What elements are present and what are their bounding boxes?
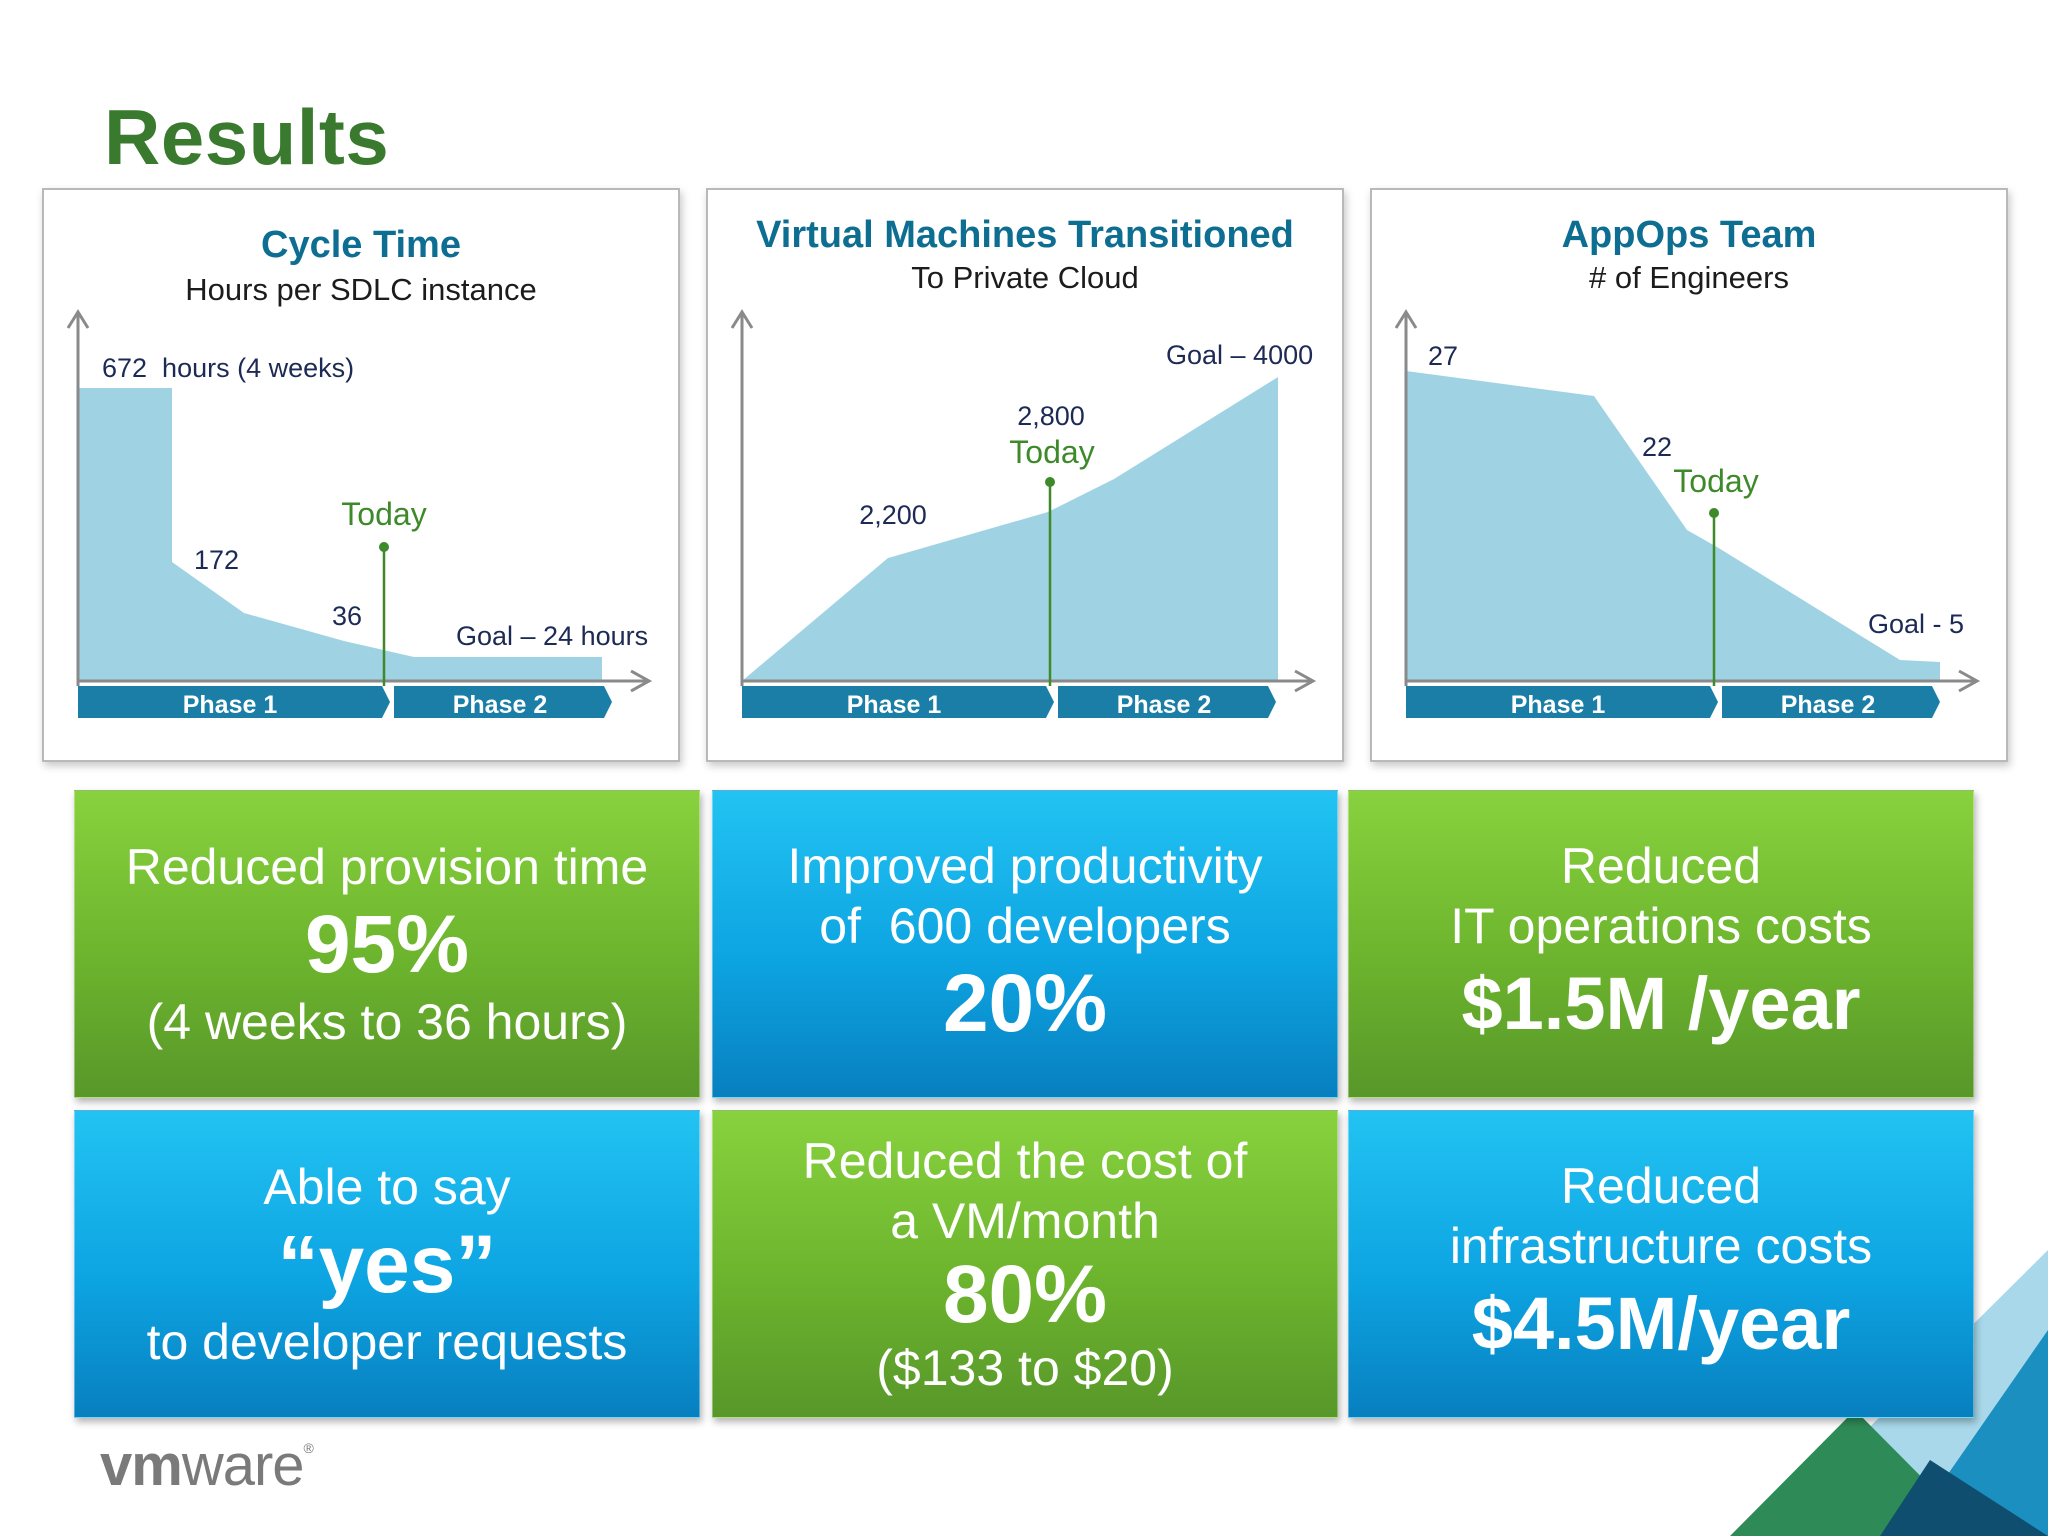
chart-panel-cycle-time: Cycle Time Hours per SDLC instance Phase… (42, 188, 680, 762)
tile-text: Reduced (1560, 838, 1762, 894)
chart-subtitle: To Private Cloud (911, 260, 1139, 295)
data-label-172: 172 (194, 545, 239, 575)
y-axis-arrow (730, 309, 754, 329)
data-label-27: 27 (1428, 341, 1458, 371)
result-tile-provision-time: Reduced provision time 95% (4 weeks to 3… (74, 790, 700, 1098)
tile-text: IT operations costs (1450, 898, 1872, 954)
data-area (742, 377, 1278, 681)
chart-title: Cycle Time (261, 224, 461, 266)
goal-label: Goal – 4000 (1166, 340, 1313, 370)
tile-text: a VM/month (890, 1193, 1160, 1249)
phase-2-label: Phase 2 (453, 691, 548, 719)
tile-big-number: $1.5M /year (1461, 962, 1861, 1045)
data-label-36: 36 (332, 601, 362, 631)
result-tile-say-yes: Able to say “yes” to developer requests (74, 1110, 700, 1418)
data-label-672: 672 hours (4 weeks) (102, 353, 354, 383)
phase-1-label: Phase 1 (183, 691, 278, 719)
tile-big-number: $4.5M/year (1471, 1282, 1851, 1365)
goal-label: Goal – 24 hours (456, 621, 648, 651)
tile-text: Able to say (263, 1159, 511, 1215)
goal-label: Goal - 5 (1868, 609, 1964, 639)
phase-2-label: Phase 2 (1781, 691, 1876, 719)
today-label: Today (1673, 463, 1758, 499)
phase-1-label: Phase 1 (847, 691, 942, 719)
chart-panel-appops-team: AppOps Team # of Engineers Phase 1 Phase… (1370, 188, 2008, 762)
data-area (1406, 371, 1940, 681)
today-marker-dot (1045, 477, 1055, 487)
chart-title: Virtual Machines Transitioned (756, 214, 1294, 256)
data-area (78, 388, 602, 681)
phase-2-bar (394, 686, 612, 718)
tile-text: to developer requests (146, 1314, 628, 1370)
today-label: Today (341, 496, 426, 532)
result-tile-infrastructure: Reduced infrastructure costs $4.5M/year (1348, 1110, 1974, 1418)
tile-text: Reduced (1560, 1158, 1762, 1214)
logo-registered-mark: ® (303, 1440, 314, 1456)
tile-big-number: 95% (304, 899, 470, 990)
tile-text: (4 weeks to 36 hours) (146, 994, 628, 1050)
chart-svg-cycle-time: Phase 1 Phase 2 Today 672 hours (4 weeks… (66, 309, 653, 719)
x-axis-arrow (1958, 669, 1981, 693)
phase-1-label: Phase 1 (1511, 691, 1606, 719)
decor-triangle-dark (1880, 1460, 2048, 1536)
tile-text: infrastructure costs (1449, 1218, 1873, 1274)
result-tile-productivity: Improved productivity of 600 developers … (712, 790, 1338, 1098)
today-marker-dot (1709, 508, 1719, 518)
x-axis-arrow (1294, 669, 1317, 693)
chart-svg-appops-team: Phase 1 Phase 2 Today 27 22 Goal - 5 (1394, 309, 1981, 719)
tile-text: of 600 developers (819, 898, 1231, 954)
data-label-2800: 2,800 (1017, 401, 1085, 431)
logo-part-ware: ware (181, 1433, 305, 1498)
tile-big-number: 20% (942, 958, 1108, 1049)
logo-part-vm: vm (100, 1433, 183, 1498)
chart-subtitle: Hours per SDLC instance (185, 272, 537, 307)
tile-text: Improved productivity (787, 838, 1263, 894)
phase-2-label: Phase 2 (1117, 691, 1212, 719)
vmware-logo: vmware® (100, 1432, 314, 1499)
x-axis-arrow (630, 669, 653, 693)
tile-text: Reduced the cost of (802, 1133, 1248, 1189)
y-axis-arrow (1394, 309, 1418, 329)
y-axis-arrow (66, 309, 90, 329)
today-label: Today (1009, 434, 1094, 470)
chart-title: AppOps Team (1561, 214, 1817, 256)
chart-svg-virtual-machines: Phase 1 Phase 2 Today 2,800 2,200 Goal –… (730, 309, 1317, 719)
tile-text: Reduced provision time (125, 839, 649, 895)
tile-text: ($133 to $20) (876, 1340, 1174, 1396)
chart-subtitle: # of Engineers (1589, 260, 1789, 295)
today-marker-dot (379, 542, 389, 552)
phase-1-bar (78, 686, 390, 718)
phase-1-bar (1406, 686, 1718, 718)
phase-2-bar (1058, 686, 1276, 718)
phase-1-bar (742, 686, 1054, 718)
tile-big-number: “yes” (277, 1219, 497, 1310)
slide-title: Results (104, 93, 390, 181)
tile-big-number: 80% (942, 1249, 1108, 1340)
chart-panel-virtual-machines: Virtual Machines Transitioned To Private… (706, 188, 1344, 762)
data-label-2200: 2,200 (859, 500, 927, 530)
data-label-22: 22 (1642, 432, 1672, 462)
phase-2-bar (1722, 686, 1940, 718)
result-tile-it-operations: Reduced IT operations costs $1.5M /year (1348, 790, 1974, 1098)
result-tile-vm-cost: Reduced the cost of a VM/month 80% ($133… (712, 1110, 1338, 1418)
